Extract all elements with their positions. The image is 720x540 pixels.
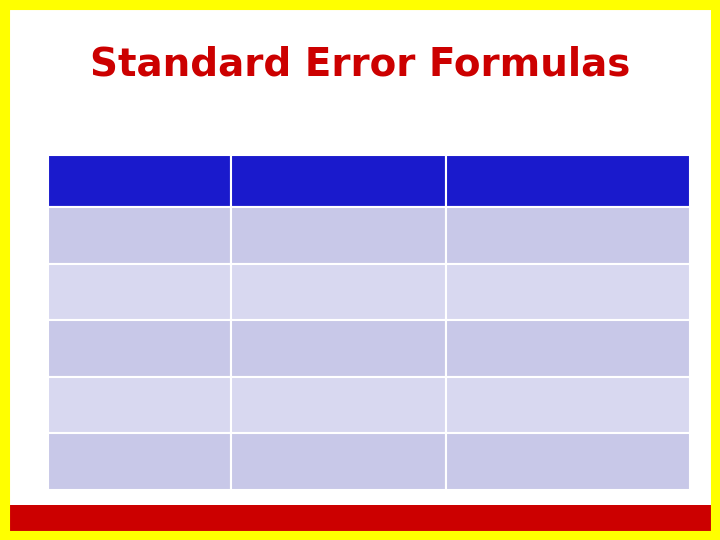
Text: $t$, df $= n-1$: $t$, df $= n-1$ [292,340,385,357]
Text: Parameter: Parameter [82,172,197,191]
Text: $\sqrt{\dfrac{p(1-p)}{n}}$: $\sqrt{\dfrac{p(1-p)}{n}}$ [523,213,613,257]
Text: Standard Error Formulas: Standard Error Formulas [90,46,630,84]
Text: Normal: Normal [311,228,366,243]
Text: Proportion: Proportion [100,228,179,243]
Text: Difference in Means: Difference in Means [63,397,216,413]
Text: Mean: Mean [119,341,161,356]
Text: Lock$^5$: Lock$^5$ [653,512,700,531]
Text: $t$, df $= n-2$: $t$, df $= n-2$ [292,453,385,471]
Text: $\sqrt{\dfrac{\sigma^2}{n}}$: $\sqrt{\dfrac{\sigma^2}{n}}$ [546,328,590,369]
Text: Standard Error: Standard Error [487,172,649,191]
Text: $\sqrt{\dfrac{1-\rho^2}{n-2}}$: $\sqrt{\dfrac{1-\rho^2}{n-2}}$ [529,438,607,485]
Text: Difference in
Proportions: Difference in Proportions [91,276,189,308]
Text: Statistics: Unlocking the Power of Data: Statistics: Unlocking the Power of Data [30,514,368,529]
Text: Correlation: Correlation [97,454,181,469]
Text: $\sqrt{\dfrac{p_1(1-p_1)}{n_1}+\dfrac{p_2(1-p_2)}{n_2}}$: $\sqrt{\dfrac{p_1(1-p_1)}{n_1}+\dfrac{p_… [462,269,673,315]
Text: Distribution: Distribution [273,172,404,191]
Text: Normal: Normal [311,285,366,299]
Text: $t$, df $= \min(n_1, n_2)-1$: $t$, df $= \min(n_1, n_2)-1$ [256,396,421,414]
Text: $\sqrt{\dfrac{\sigma_1^2}{n_1}+\dfrac{\sigma_2^2}{n_2}}$: $\sqrt{\dfrac{\sigma_1^2}{n_1}+\dfrac{\s… [526,380,610,430]
